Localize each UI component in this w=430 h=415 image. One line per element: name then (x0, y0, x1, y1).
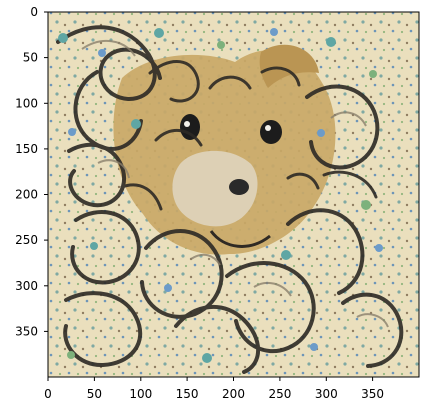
x-tick-label-300: 300 (315, 387, 338, 401)
y-tick-label-300: 300 (15, 279, 38, 293)
y-tick-label-350: 350 (15, 324, 38, 338)
y-axis: 0 50 100 150 200 250 300 350 (15, 5, 48, 338)
y-tick-label-150: 150 (15, 142, 38, 156)
bear-eye-right-highlight (265, 125, 271, 131)
y-tick-label-250: 250 (15, 233, 38, 247)
bear-eye-left-highlight (184, 121, 190, 127)
x-tick-label-200: 200 (222, 387, 245, 401)
y-tick-label-0: 0 (30, 5, 38, 19)
x-tick-label-0: 0 (44, 387, 52, 401)
pattern-highlights (81, 39, 389, 328)
x-tick-label-250: 250 (268, 387, 291, 401)
x-axis: 0 50 100 150 200 250 300 350 (44, 377, 384, 401)
x-tick-label-350: 350 (361, 387, 384, 401)
bear-nose (229, 179, 249, 195)
bear-eye-right (260, 120, 282, 144)
bear-muzzle (172, 150, 258, 227)
teddy-bear-figure (113, 44, 336, 255)
x-tick-label-150: 150 (176, 387, 199, 401)
y-tick-label-200: 200 (15, 188, 38, 202)
y-tick-label-50: 50 (23, 51, 38, 65)
bear-ear-right (259, 44, 319, 88)
y-tick-label-100: 100 (15, 96, 38, 110)
image-area (48, 12, 419, 377)
x-tick-label-50: 50 (87, 387, 102, 401)
bear-mouth (209, 230, 271, 248)
bear-eye-left (180, 114, 200, 140)
color-accent-dots (58, 28, 383, 363)
x-tick-label-100: 100 (129, 387, 152, 401)
